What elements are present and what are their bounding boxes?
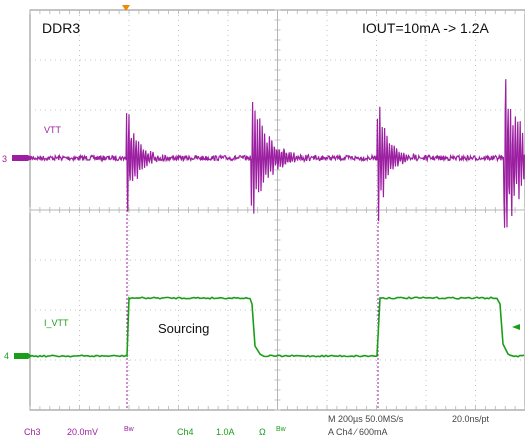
ch4-ground-marker: 4 [4,351,32,361]
ch3-scale: 20.0mV [67,427,99,437]
trigger-position-marker [122,5,130,11]
sourcing-annotation: Sourcing [158,321,210,336]
ch4-marker-label: 4 [4,351,9,361]
vtt-ringing [126,150,379,410]
ch3-bandwidth: Bw [124,426,134,433]
title-iout: IOUT=10mA -> 1.2A [362,20,489,36]
ch3-ground-marker: 3 [2,154,32,164]
traces [29,79,525,410]
vtt-channel-label: VTT [44,125,61,135]
ch3-name: Ch3 [24,427,41,437]
ch4-scale: 1.0A [216,427,235,437]
i-vtt-trace [29,296,525,358]
ch3-marker-label: 3 [2,154,7,164]
ch4-bandwidth: Bw [276,426,286,433]
i-vtt-channel-label: I_VTT [44,318,69,328]
sample-interval-readout: 20.0ns/pt [452,414,490,424]
vtt-trace [29,79,525,228]
timebase-readout: M 200µs 50.0MS/s [328,414,404,424]
graticule [29,9,525,411]
ch4-name: Ch4 [177,427,194,437]
title-ddr3: DDR3 [42,20,81,36]
ch4-trigger-level-arrow [512,324,520,330]
ch4-unit: Ω [259,427,266,437]
trigger-readout: A Ch4 ⁄ 600mA [328,427,388,437]
